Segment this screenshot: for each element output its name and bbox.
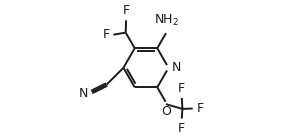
Text: F: F xyxy=(196,102,204,115)
Text: N: N xyxy=(79,87,88,100)
Text: F: F xyxy=(103,28,110,41)
Text: N: N xyxy=(171,61,181,74)
Text: NH$_2$: NH$_2$ xyxy=(154,13,179,28)
Text: F: F xyxy=(123,4,130,17)
Text: O: O xyxy=(161,105,171,118)
Text: F: F xyxy=(178,122,185,135)
Text: F: F xyxy=(178,82,185,95)
